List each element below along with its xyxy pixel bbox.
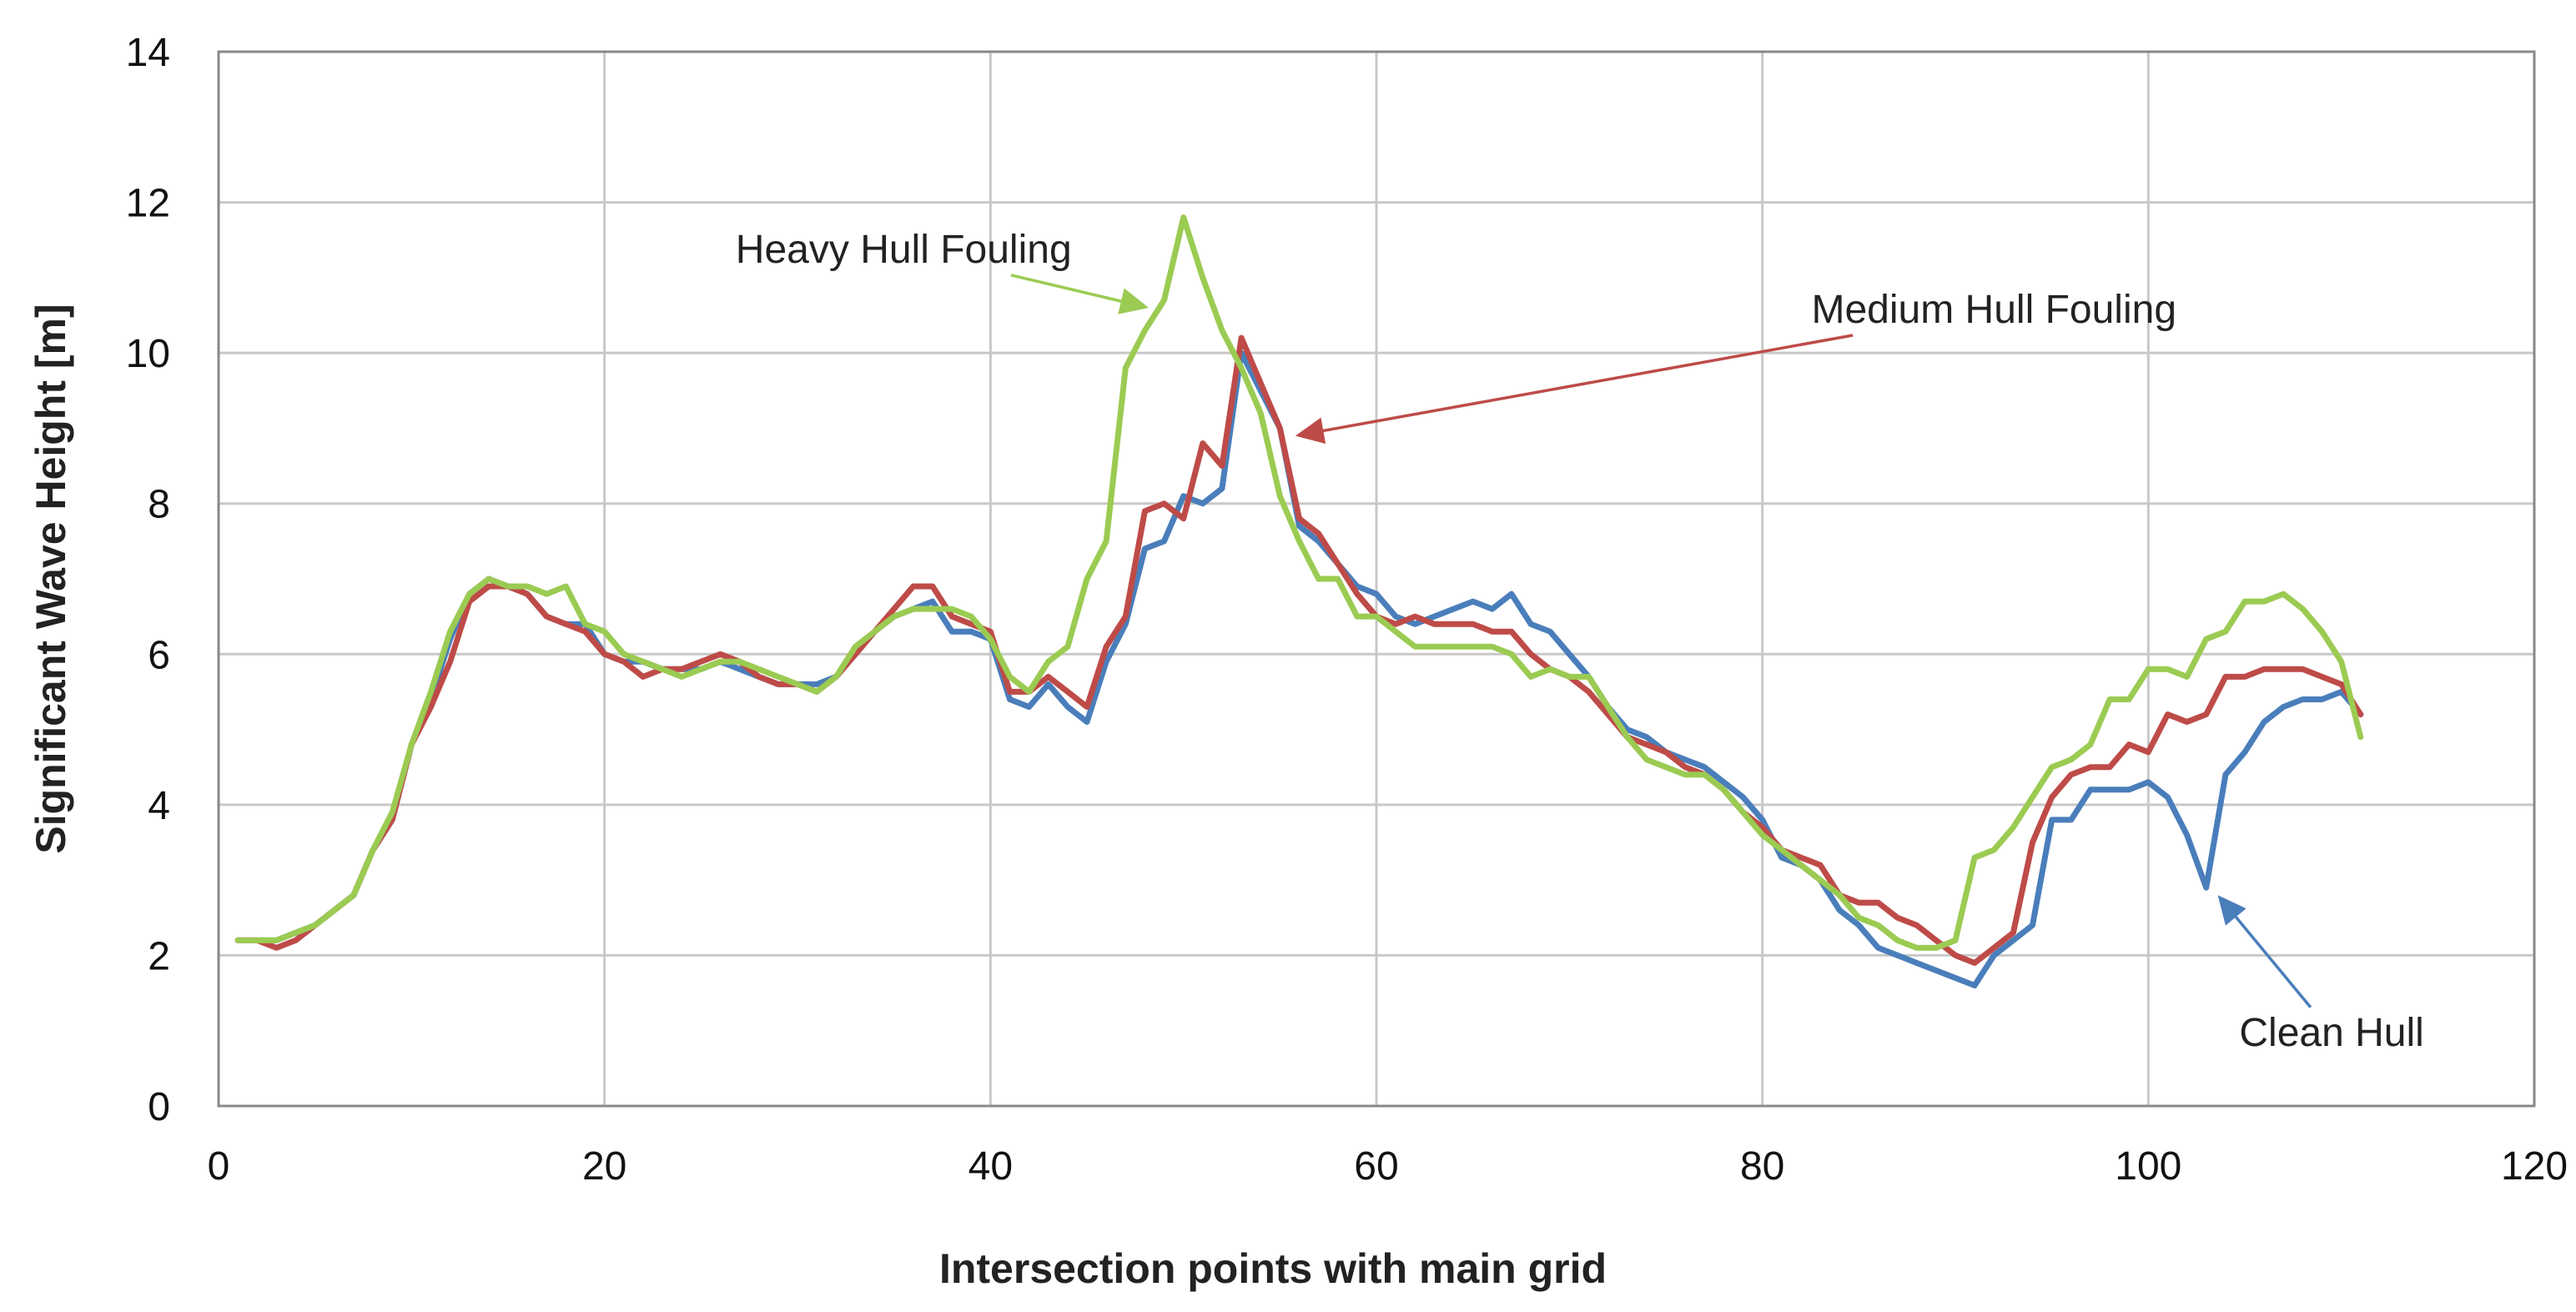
annotation-arrowhead (1295, 417, 1326, 445)
plot-area-border (217, 50, 2536, 1108)
series-line-medium-hull-fouling (234, 334, 2364, 966)
x-tick-label: 0 (208, 1144, 230, 1189)
y-tick-label: 2 (148, 934, 170, 978)
series-lines (234, 214, 2364, 988)
y-tick-label: 10 (126, 332, 170, 376)
y-tick-label: 12 (126, 182, 170, 226)
annotation-arrow (1322, 334, 1854, 433)
x-axis: 0 20 40 60 80 100 120 (208, 1144, 2568, 1189)
x-tick-label: 100 (2115, 1144, 2181, 1189)
y-axis-title: Significant Wave Height [m] (28, 304, 74, 853)
annotation-arrow (1010, 274, 1122, 303)
y-tick-label: 4 (148, 784, 170, 828)
annotation-label: Clean Hull (2239, 1011, 2423, 1055)
x-tick-label: 80 (1740, 1144, 1784, 1189)
annotation-arrowhead (1118, 288, 1150, 314)
x-tick-label: 40 (969, 1144, 1013, 1189)
x-axis-title: Intersection points with main grid (939, 1245, 1607, 1292)
x-tick-label: 20 (582, 1144, 626, 1189)
series-line-clean-hull (234, 349, 2364, 988)
grid (217, 50, 2536, 1108)
y-tick-label: 6 (148, 633, 170, 677)
x-tick-label: 60 (1354, 1144, 1398, 1189)
annotation-arrow (2234, 916, 2312, 1008)
y-axis: 0 2 4 6 8 10 12 14 (126, 31, 170, 1129)
annotation-label: Heavy Hull Fouling (736, 228, 1072, 272)
annotation-arrowhead (2217, 895, 2246, 926)
y-tick-label: 14 (126, 31, 170, 75)
annotation-label: Medium Hull Fouling (1812, 288, 2177, 332)
x-tick-label: 120 (2501, 1144, 2568, 1189)
y-tick-label: 8 (148, 483, 170, 527)
y-tick-label: 0 (148, 1085, 170, 1129)
series-line-heavy-hull-fouling (234, 214, 2364, 951)
annotations: Heavy Hull Fouling Medium Hull Fouling Cle… (736, 228, 2424, 1055)
